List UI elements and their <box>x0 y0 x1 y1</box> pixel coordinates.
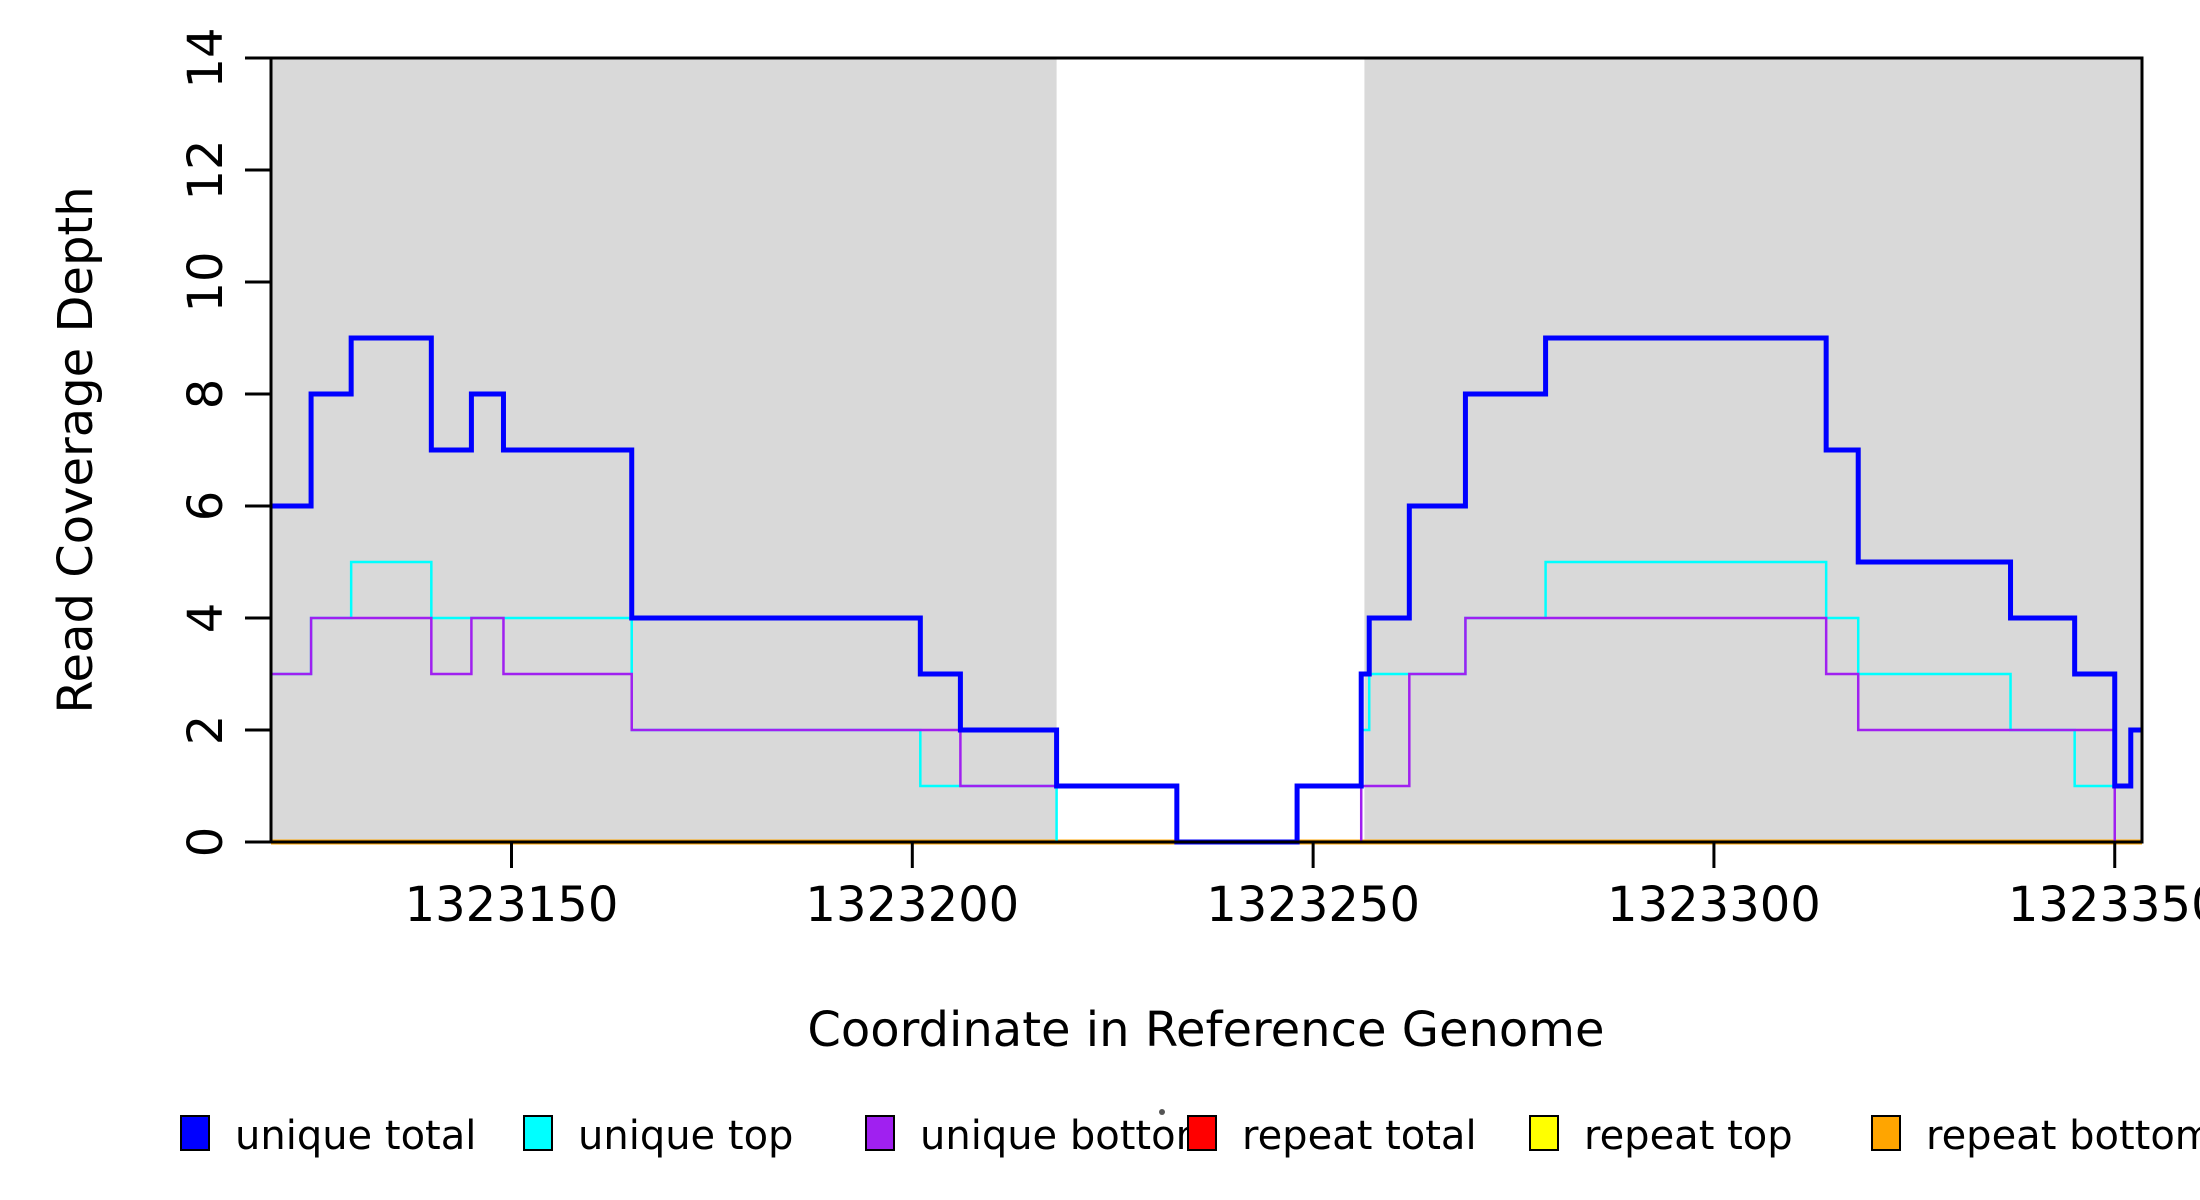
legend-swatch-unique-total <box>180 1115 210 1151</box>
stray-dot <box>1159 1109 1165 1115</box>
x-axis-title: Coordinate in Reference Genome <box>807 1002 1604 1058</box>
legend-swatch-repeat-bottom <box>1871 1115 1901 1151</box>
x-axis-tick-label: 1323150 <box>405 877 619 933</box>
series-line-unique-top <box>271 560 2142 844</box>
y-axis-tick-label: 0 <box>178 827 234 858</box>
legend-item-unique-bottom: unique bottom <box>865 1113 1215 1159</box>
legend-label-repeat-bottom: repeat bottom <box>1926 1113 2200 1159</box>
legend-swatch-unique-top <box>523 1115 553 1151</box>
x-axis-tick-label: 1323350 <box>2008 877 2200 933</box>
legend-swatch-repeat-total <box>1187 1115 1217 1151</box>
x-axis-tick-label: 1323300 <box>1607 877 1821 933</box>
y-axis-tick-label: 8 <box>178 379 234 410</box>
x-axis-tick-label: 1323250 <box>1206 877 1420 933</box>
legend-item-repeat-bottom: repeat bottom <box>1871 1113 2200 1159</box>
legend-item-repeat-top: repeat top <box>1529 1113 1793 1159</box>
legend-label-unique-total: unique total <box>235 1113 476 1159</box>
series-line-unique-total <box>271 335 2142 845</box>
legend-item-unique-total: unique total <box>180 1113 476 1159</box>
legend-label-repeat-total: repeat total <box>1242 1113 1477 1159</box>
y-axis-tick-label: 10 <box>178 251 234 312</box>
y-axis-tick-label: 12 <box>178 139 234 200</box>
highlight-regions-layer <box>271 58 2142 842</box>
right-gray-region <box>1364 58 2142 842</box>
legend-item-repeat-total: repeat total <box>1187 1113 1477 1159</box>
left-gray-region <box>271 58 1057 842</box>
y-axis-tick-label: 2 <box>178 715 234 746</box>
x-axis-tick-label: 1323200 <box>805 877 1019 933</box>
y-axis-tick-label: 6 <box>178 491 234 522</box>
plot-frame <box>269 56 2144 844</box>
legend-item-unique-top: unique top <box>523 1113 793 1159</box>
legend-label-unique-bottom: unique bottom <box>920 1113 1215 1159</box>
y-axis-tick-label: 4 <box>178 603 234 634</box>
y-axis-tick-label: 14 <box>178 27 234 88</box>
legend: unique total unique top unique bottom repea… <box>180 1113 2200 1159</box>
legend-swatch-unique-bottom <box>865 1115 895 1151</box>
legend-swatch-repeat-top <box>1529 1115 1559 1151</box>
axes-layer: 0 2 4 6 8 10 12 14 1323150 1323200 1323250 1323300 1… <box>178 27 2200 933</box>
legend-label-repeat-top: repeat top <box>1584 1113 1793 1159</box>
legend-label-unique-top: unique top <box>578 1113 793 1159</box>
y-axis-title: Read Coverage Depth <box>48 186 104 713</box>
